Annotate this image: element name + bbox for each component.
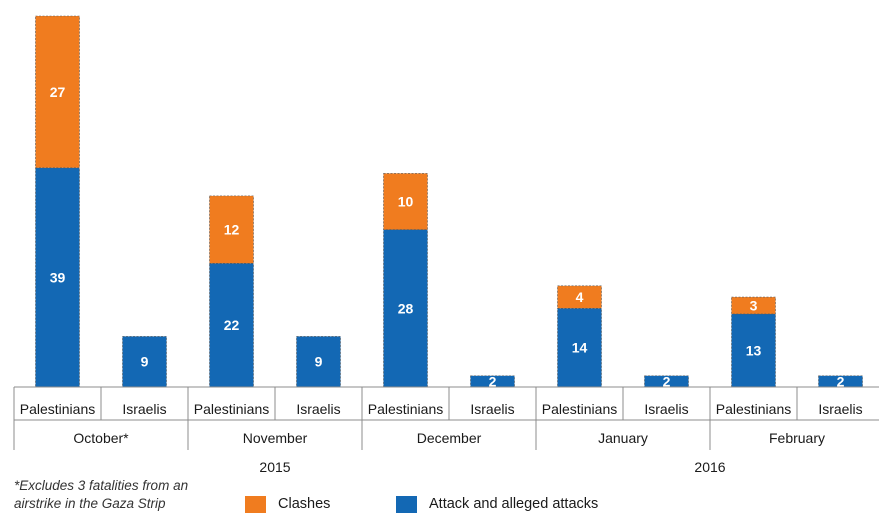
data-label-attacks-4: 28 — [398, 300, 414, 316]
legend-item-clashes: Clashes — [245, 494, 330, 514]
data-label-clashes-4: 10 — [398, 194, 414, 210]
bar-clashes-6 — [557, 285, 602, 309]
legend-swatch-attacks — [396, 495, 417, 513]
legend-label-clashes: Clashes — [278, 496, 331, 512]
year-label-1: 2016 — [694, 459, 725, 475]
data-label-clashes-2: 12 — [224, 222, 240, 238]
legend-item-attacks: Attack and alleged attacks — [396, 494, 598, 514]
category-label-2: Palestinians — [194, 401, 270, 417]
legend-swatch-clashes — [245, 495, 266, 513]
category-label-4: Palestinians — [368, 401, 444, 417]
data-label-clashes-6: 4 — [576, 289, 584, 305]
data-label-attacks-8: 13 — [746, 342, 762, 358]
bar-clashes-8 — [731, 296, 776, 315]
bar-clashes-4 — [383, 173, 428, 230]
bar-clashes-2 — [209, 195, 254, 264]
data-label-attacks-0: 39 — [50, 269, 66, 285]
category-label-9: Israelis — [818, 401, 862, 417]
category-label-7: Israelis — [644, 401, 688, 417]
data-label-attacks-9: 2 — [837, 373, 845, 389]
month-label-3: January — [598, 430, 648, 446]
data-label-attacks-3: 9 — [315, 354, 323, 370]
category-label-3: Israelis — [296, 401, 340, 417]
year-label-0: 2015 — [259, 459, 290, 475]
category-label-5: Israelis — [470, 401, 514, 417]
data-label-attacks-2: 22 — [224, 317, 240, 333]
category-label-1: Israelis — [122, 401, 166, 417]
data-label-attacks-6: 14 — [572, 340, 588, 356]
category-label-0: Palestinians — [20, 401, 96, 417]
bar-attacks-2 — [209, 263, 254, 388]
month-label-1: November — [243, 430, 308, 446]
category-label-8: Palestinians — [716, 401, 792, 417]
bar-attacks-0 — [35, 167, 80, 388]
category-label-6: Palestinians — [542, 401, 618, 417]
month-label-4: February — [769, 430, 825, 446]
data-label-clashes-8: 3 — [750, 297, 758, 313]
data-label-attacks-5: 2 — [489, 373, 497, 389]
legend-label-attacks: Attack and alleged attacks — [429, 496, 599, 512]
bar-clashes-0 — [35, 15, 80, 169]
month-label-2: December — [417, 430, 482, 446]
bar-attacks-4 — [383, 229, 428, 388]
footnote: *Excludes 3 fatalities from an airstrike… — [14, 478, 189, 511]
data-label-clashes-0: 27 — [50, 84, 66, 100]
data-label-attacks-7: 2 — [663, 373, 671, 389]
month-label-0: October* — [73, 430, 129, 446]
bar-attacks-1 — [122, 336, 167, 388]
data-label-attacks-1: 9 — [141, 354, 149, 370]
